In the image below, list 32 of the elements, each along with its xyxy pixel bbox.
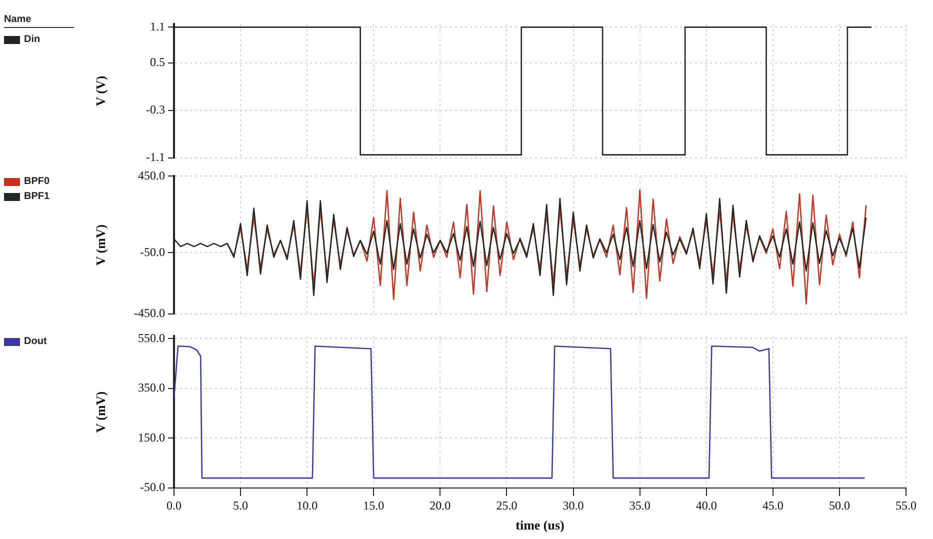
x-axis-title: time (us): [516, 518, 564, 533]
x-tick-label: 0.0: [166, 498, 182, 512]
x-tick-label: 50.0: [828, 498, 850, 512]
x-tick-label: 5.0: [233, 498, 248, 512]
x-tick-label: 55.0: [896, 498, 916, 512]
y-tick-label: 150.0: [138, 430, 165, 444]
x-tick-label: 40.0: [696, 498, 717, 512]
y-tick-label: 450.0: [138, 168, 165, 182]
y-tick-label: -450.0: [134, 306, 165, 320]
x-tick-label: 15.0: [363, 498, 384, 512]
x-tick-label: 35.0: [629, 498, 650, 512]
y-tick-label: 350.0: [138, 380, 165, 395]
x-tick-label: 25.0: [496, 498, 518, 512]
y-tick-label: -0.3: [146, 102, 165, 116]
y-tick-label: -50.0: [140, 244, 165, 259]
y-axis-title: V (mV): [93, 224, 108, 266]
x-tick-label: 30.0: [562, 498, 584, 512]
y-tick-label: 550.0: [138, 330, 165, 345]
y-tick-label: 0.5: [150, 54, 165, 69]
y-axis-title: V (mV): [93, 391, 108, 433]
legend-label: BPF1: [24, 191, 50, 202]
y-tick-label: 1.1: [150, 19, 165, 34]
y-tick-label: -50.0: [140, 480, 165, 494]
x-tick-label: 10.0: [296, 498, 318, 512]
legend-title: Name: [4, 14, 74, 28]
y-axis-title: V (V): [93, 76, 108, 106]
legend-label: Dout: [24, 336, 47, 347]
y-tick-label: -1.1: [146, 150, 165, 164]
x-tick-label: 20.0: [430, 498, 451, 512]
legend-label: BPF0: [24, 176, 50, 187]
x-tick-label: 45.0: [762, 498, 784, 512]
legend-label: Din: [24, 34, 40, 45]
